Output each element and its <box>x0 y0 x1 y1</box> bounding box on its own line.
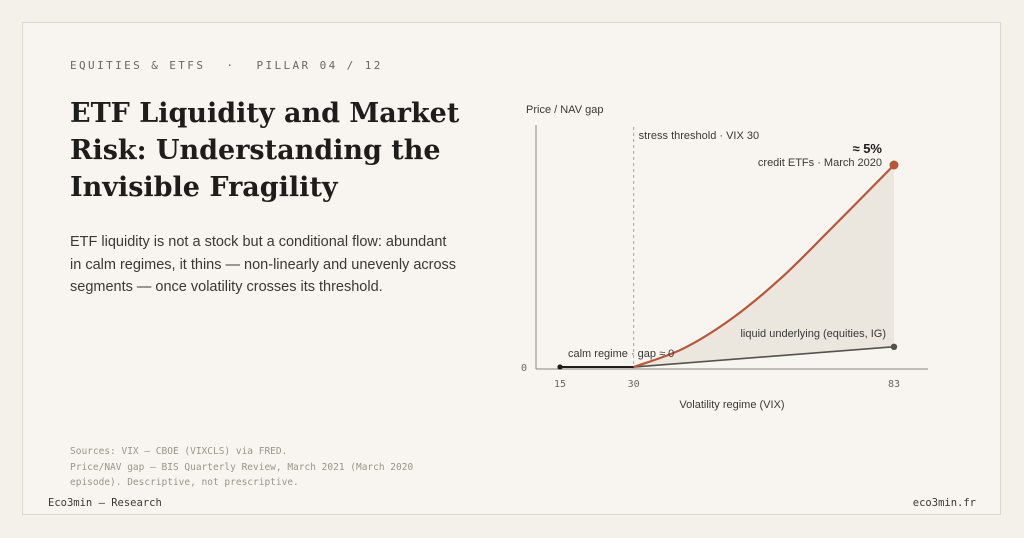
kicker-pillar: PILLAR 04 / 12 <box>256 59 383 72</box>
footer-brand: Eco3min — Research <box>48 497 162 509</box>
calm-start-point <box>557 364 563 370</box>
source-line: episode). Descriptive, not prescriptive. <box>70 477 299 488</box>
credit-etfs-line <box>633 164 895 369</box>
credit-etfs-label: credit ETFs · March 2020 <box>758 157 882 169</box>
page-title: ETF Liquidity and Market Risk: Understan… <box>70 98 460 203</box>
kicker: EQUITIES & ETFS · PILLAR 04 / 12 <box>70 59 383 72</box>
footer-url[interactable]: eco3min.fr <box>912 497 976 509</box>
credit-area-fill <box>633 165 894 367</box>
credit-peak-value: ≈ 5% <box>852 141 882 156</box>
source-line: Sources: VIX — CBOE (VIXCLS) via FRED. <box>70 446 288 457</box>
source-line: Price/NAV gap — BIS Quarterly Review, Ma… <box>70 461 414 473</box>
stress-threshold-label: stress threshold · VIX 30 <box>639 130 759 142</box>
x-tick-83: 83 <box>888 379 900 390</box>
volatility-chart: stress threshold · VIX 30 Price / NAV ga… <box>521 104 928 411</box>
credit-end-point <box>889 160 899 170</box>
kicker-section: EQUITIES & ETFS <box>70 59 206 72</box>
liquid-end-point <box>890 343 898 350</box>
lede: ETF liquidity is not a stock but a condi… <box>70 234 457 295</box>
y-tick-0: 0 <box>521 363 527 374</box>
x-axis-label: Volatility regime (VIX) <box>679 399 784 411</box>
calm-regime-label: calm regime · gap ≈ 0 <box>568 348 674 360</box>
sources: Sources: VIX — CBOE (VIXCLS) via FRED. P… <box>70 444 470 491</box>
kicker-separator: · <box>226 59 236 72</box>
liquid-underlying-line <box>633 346 895 368</box>
y-axis-label: Price / NAV gap <box>526 104 603 116</box>
x-tick-15: 15 <box>554 379 566 390</box>
x-tick-30: 30 <box>628 379 640 390</box>
liquid-underlying-label: liquid underlying (equities, IG) <box>740 328 886 340</box>
